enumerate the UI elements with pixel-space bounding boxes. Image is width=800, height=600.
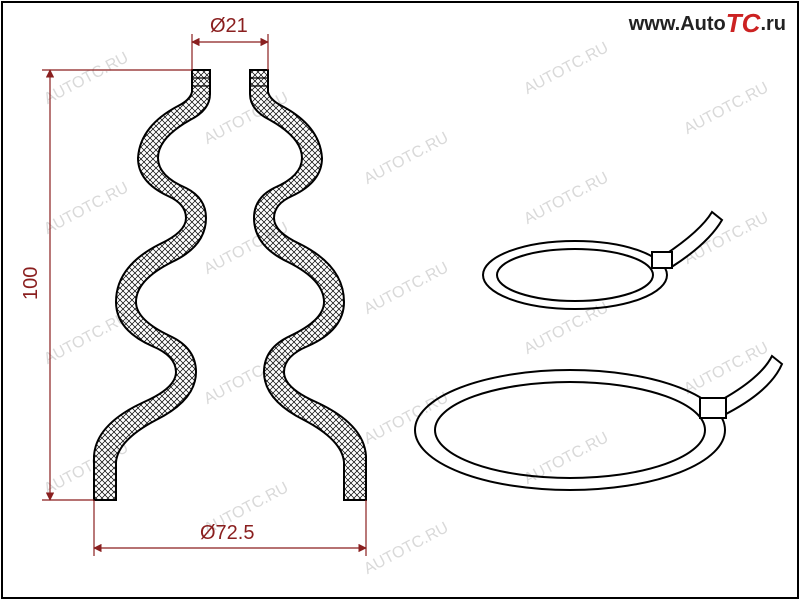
drawing-svg xyxy=(0,0,800,600)
dim-top-diameter xyxy=(192,34,268,70)
boot-right-wall xyxy=(250,70,366,500)
dim-bottom-label: Ø72.5 xyxy=(200,522,254,545)
dim-height-label: 100 xyxy=(20,267,43,300)
dim-top-label: Ø21 xyxy=(210,15,248,38)
clamp-large xyxy=(415,356,782,490)
boot-left-wall xyxy=(94,70,210,500)
diagram-canvas: AUTOTC.RU AUTOTC.RU AUTOTC.RU AUTOTC.RU … xyxy=(0,0,800,600)
clamp-small xyxy=(483,212,722,309)
